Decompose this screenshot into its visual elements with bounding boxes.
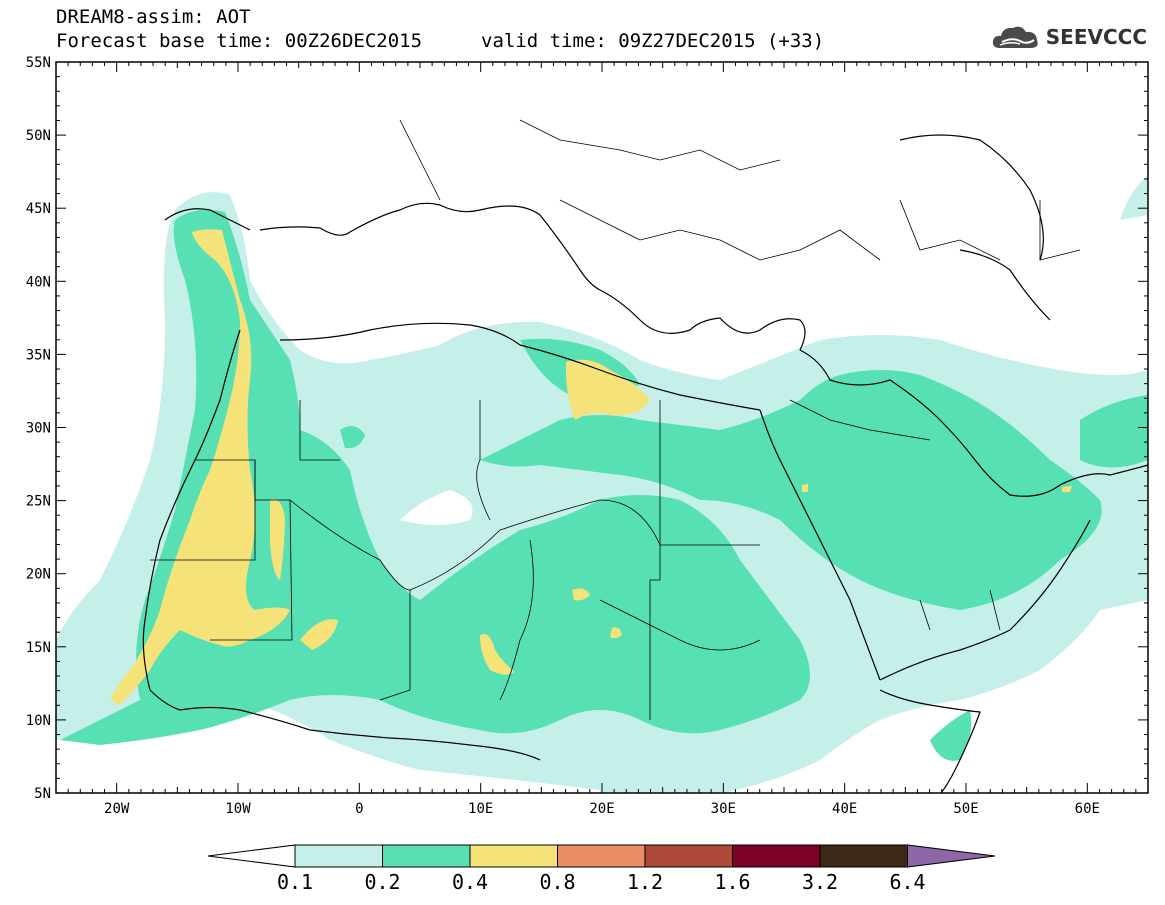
lon-tick-label: 50E (953, 801, 978, 817)
cloud-icon (992, 26, 1038, 48)
colorbar-label: 1.2 (627, 870, 663, 894)
lat-tick-label: 5N (34, 786, 51, 802)
colorbar-box (469, 844, 558, 868)
lat-tick-label: 35N (26, 347, 51, 363)
lon-tick-label: 60E (1075, 801, 1100, 817)
colorbar-label: 6.4 (889, 870, 925, 894)
lon-tick-label: 30E (711, 801, 736, 817)
colorbar-box (382, 844, 471, 868)
lon-tick-label: 40E (832, 801, 857, 817)
lat-tick-label: 55N (26, 55, 51, 71)
colorbar-box (819, 844, 908, 868)
colorbar-label: 0.2 (364, 870, 400, 894)
colorbar-right-arrow (907, 844, 996, 868)
colorbar-box (294, 844, 383, 868)
lat-tick-label: 30N (26, 421, 51, 437)
lat-tick-label: 15N (26, 640, 51, 656)
lon-tick-label: 10E (468, 801, 493, 817)
coastlines (142, 134, 1148, 793)
colorbar-left-arrow (207, 844, 296, 868)
lat-tick-label: 50N (26, 128, 51, 144)
colorbar-box (732, 844, 821, 868)
lat-tick-label: 10N (26, 713, 51, 729)
axis-labels: 20W 10W 0 10E 20E 30E 40E 50E 60E 55N 50N 45N 40N 35N… (26, 55, 1100, 817)
lon-tick-label: 20W (104, 801, 130, 817)
lon-tick-label: 10W (225, 801, 251, 817)
lat-tick-label: 20N (26, 567, 51, 583)
colorbar-box (557, 844, 646, 868)
seevccc-logo: SEEVCCC (990, 22, 1147, 52)
borders (150, 119, 1081, 720)
colorbar-label: 0.1 (277, 870, 313, 894)
colorbar-label: 0.8 (539, 870, 575, 894)
lat-tick-label: 40N (26, 274, 51, 290)
colorbar-box (644, 844, 733, 868)
axis-ticks (55, 61, 1149, 794)
map-title: DREAM8-assim: AOT (56, 6, 251, 28)
lon-tick-label: 0 (355, 801, 363, 817)
logo-text: SEEVCCC (1045, 25, 1147, 49)
colorbar-label: 1.6 (714, 870, 750, 894)
lat-tick-label: 45N (26, 201, 51, 217)
colorbar-label: 3.2 (802, 870, 838, 894)
colorbar-label: 0.4 (452, 870, 488, 894)
valid-time: valid time: 09Z27DEC2015 (+33) (481, 30, 825, 52)
colorbar: 0.1 0.2 0.4 0.8 1.2 1.6 3.2 6.4 (207, 844, 996, 894)
forecast-base-time: Forecast base time: 00Z26DEC2015 (56, 30, 423, 52)
aot-level-0-4 (110, 229, 1072, 706)
lon-tick-label: 20E (589, 801, 614, 817)
lat-tick-label: 25N (26, 494, 51, 510)
